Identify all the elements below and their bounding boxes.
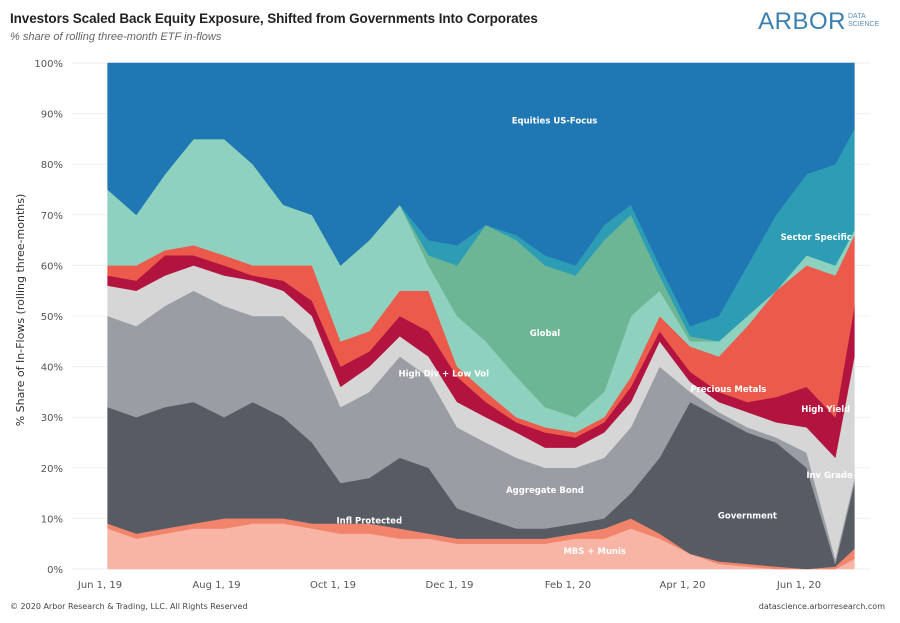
x-axis: Jun 1, 19 Aug 1, 19 Oct 1, 19 Dec 1, 19 Feb … (77, 580, 821, 591)
area-label: Sector Specific (781, 233, 852, 243)
area-label: Inv Grade (806, 471, 853, 481)
x-tick-label: Jun 1, 20 (776, 580, 821, 591)
y-tick-label: 10% (41, 514, 63, 525)
copyright: © 2020 Arbor Research & Trading, LLC. Al… (10, 602, 248, 611)
area-label: Aggregate Bond (506, 486, 584, 496)
y-tick-label: 50% (41, 312, 63, 323)
areas (107, 62, 855, 570)
logo-text: ARBOR (758, 8, 846, 35)
x-tick-label: Apr 1, 20 (660, 580, 706, 591)
chart-subtitle: % share of rolling three-month ETF in-fl… (10, 31, 222, 43)
y-tick-label: 80% (41, 160, 63, 171)
y-tick-label: 0% (47, 565, 63, 576)
y-tick-label: 90% (41, 110, 63, 121)
chart-title: Investors Scaled Back Equity Exposure, S… (10, 11, 538, 26)
area-label: Global (530, 329, 561, 339)
x-tick-label: Dec 1, 19 (426, 580, 474, 591)
x-tick-label: Feb 1, 20 (545, 580, 591, 591)
y-tick-label: 20% (41, 464, 63, 475)
y-axis-label: % Share of In-Flows (rolling three-month… (14, 194, 27, 427)
x-tick-label: Jun 1, 19 (77, 580, 122, 591)
area-label: Precious Metals (690, 385, 766, 395)
arbor-logo: ARBOR DATA SCIENCE (758, 8, 880, 36)
y-tick-label: 60% (41, 261, 63, 272)
y-tick-label: 100% (34, 59, 63, 70)
area-label: High Yield (801, 405, 850, 415)
y-tick-label: 30% (41, 413, 63, 424)
area-label: Infl Protected (337, 516, 403, 526)
area-label: Equities US-Focus (512, 117, 598, 127)
area-label: Government (718, 511, 777, 521)
x-tick-label: Oct 1, 19 (310, 580, 356, 591)
area-label: MBS + Munis (563, 547, 626, 557)
y-tick-label: 40% (41, 363, 63, 374)
area-labels: Equities US-Focus Sector Specific Global Hi… (337, 117, 853, 557)
site-link[interactable]: datascience.arborresearch.com (758, 602, 885, 611)
y-tick-label: 70% (41, 211, 63, 222)
area-label: High Div + Low Vol (398, 370, 489, 380)
y-axis: 0% 10% 20% 30% 40% 50% 60% 70% 80% 90% 100% (34, 59, 63, 576)
area-equities-us-focus (107, 62, 855, 327)
x-tick-label: Aug 1, 19 (192, 580, 240, 591)
logo-subtext: DATA SCIENCE (848, 13, 880, 28)
